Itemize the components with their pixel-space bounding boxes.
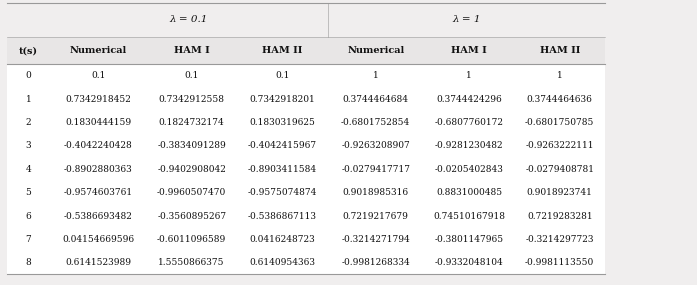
Text: -0.4042240428: -0.4042240428	[64, 141, 132, 150]
Text: HAM I: HAM I	[451, 46, 487, 55]
Text: 8: 8	[26, 258, 31, 267]
Text: -0.3214297723: -0.3214297723	[526, 235, 594, 244]
Text: -0.9981113550: -0.9981113550	[525, 258, 595, 267]
Text: -0.6011096589: -0.6011096589	[157, 235, 227, 244]
Text: 0.9018985316: 0.9018985316	[343, 188, 408, 197]
Text: 0.9018923741: 0.9018923741	[527, 188, 592, 197]
Text: 1: 1	[557, 71, 562, 80]
Text: 3: 3	[26, 141, 31, 150]
Text: HAM II: HAM II	[262, 46, 302, 55]
Text: -0.5386693482: -0.5386693482	[64, 211, 132, 221]
Bar	[7, 64, 605, 274]
Text: 7: 7	[26, 235, 31, 244]
Text: 0.1: 0.1	[275, 71, 289, 80]
Text: 1: 1	[26, 95, 31, 104]
Text: -0.3834091289: -0.3834091289	[158, 141, 226, 150]
Bar	[7, 37, 605, 64]
Text: 6: 6	[26, 211, 31, 221]
Text: -0.8903411584: -0.8903411584	[247, 165, 317, 174]
Text: 0.74510167918: 0.74510167918	[433, 211, 505, 221]
Text: 0.0416248723: 0.0416248723	[250, 235, 315, 244]
Text: 0: 0	[26, 71, 31, 80]
Text: 0.8831000485: 0.8831000485	[436, 188, 502, 197]
Text: t(s): t(s)	[19, 46, 38, 55]
Text: HAM I: HAM I	[174, 46, 210, 55]
Text: 1: 1	[373, 71, 378, 80]
Text: 0.1: 0.1	[91, 71, 105, 80]
Text: 0.1830319625: 0.1830319625	[250, 118, 315, 127]
Text: -0.3560895267: -0.3560895267	[157, 211, 227, 221]
Text: 0.1824732174: 0.1824732174	[159, 118, 224, 127]
Text: -0.0279408781: -0.0279408781	[526, 165, 594, 174]
Text: 0.7219283281: 0.7219283281	[527, 211, 592, 221]
Text: Numerical: Numerical	[70, 46, 127, 55]
Text: 0.1: 0.1	[185, 71, 199, 80]
Text: -0.6801752854: -0.6801752854	[341, 118, 411, 127]
Text: 5: 5	[26, 188, 31, 197]
Text: -0.0279417717: -0.0279417717	[342, 165, 410, 174]
Text: λ = 1: λ = 1	[452, 15, 480, 25]
Text: -0.9575074874: -0.9575074874	[247, 188, 317, 197]
Text: -0.9263208907: -0.9263208907	[342, 141, 410, 150]
Text: -0.6807760172: -0.6807760172	[435, 118, 503, 127]
Text: -0.9281230482: -0.9281230482	[435, 141, 503, 150]
Text: 4: 4	[26, 165, 31, 174]
Bar	[7, 3, 605, 37]
Text: -0.9402908042: -0.9402908042	[158, 165, 226, 174]
Text: 0.3744424296: 0.3744424296	[436, 95, 502, 104]
Text: -0.0205402843: -0.0205402843	[435, 165, 503, 174]
Text: 0.1830444159: 0.1830444159	[66, 118, 131, 127]
Text: -0.5386867113: -0.5386867113	[248, 211, 316, 221]
Text: -0.9960507470: -0.9960507470	[157, 188, 227, 197]
Text: -0.9574603761: -0.9574603761	[63, 188, 133, 197]
Text: 1.5550866375: 1.5550866375	[158, 258, 225, 267]
Text: 0.3744464636: 0.3744464636	[527, 95, 592, 104]
Text: 0.04154669596: 0.04154669596	[62, 235, 135, 244]
Text: -0.9332048104: -0.9332048104	[435, 258, 503, 267]
Text: -0.6801750785: -0.6801750785	[525, 118, 595, 127]
Text: 0.3744464684: 0.3744464684	[343, 95, 408, 104]
Text: -0.3801147965: -0.3801147965	[434, 235, 504, 244]
Text: -0.9981268334: -0.9981268334	[342, 258, 410, 267]
Text: 2: 2	[26, 118, 31, 127]
Text: -0.8902880363: -0.8902880363	[64, 165, 132, 174]
Text: 0.7219217679: 0.7219217679	[343, 211, 408, 221]
Text: 1: 1	[466, 71, 472, 80]
Text: -0.4042415967: -0.4042415967	[247, 141, 317, 150]
Text: 0.7342918201: 0.7342918201	[250, 95, 315, 104]
Text: Numerical: Numerical	[347, 46, 404, 55]
Text: -0.9263222111: -0.9263222111	[526, 141, 594, 150]
Text: HAM II: HAM II	[539, 46, 580, 55]
Text: 0.7342912558: 0.7342912558	[159, 95, 224, 104]
Text: 0.6141523989: 0.6141523989	[66, 258, 131, 267]
Text: 0.6140954363: 0.6140954363	[250, 258, 315, 267]
Text: -0.3214271794: -0.3214271794	[342, 235, 410, 244]
Text: λ = 0.1: λ = 0.1	[169, 15, 208, 25]
Text: 0.7342918452: 0.7342918452	[66, 95, 131, 104]
